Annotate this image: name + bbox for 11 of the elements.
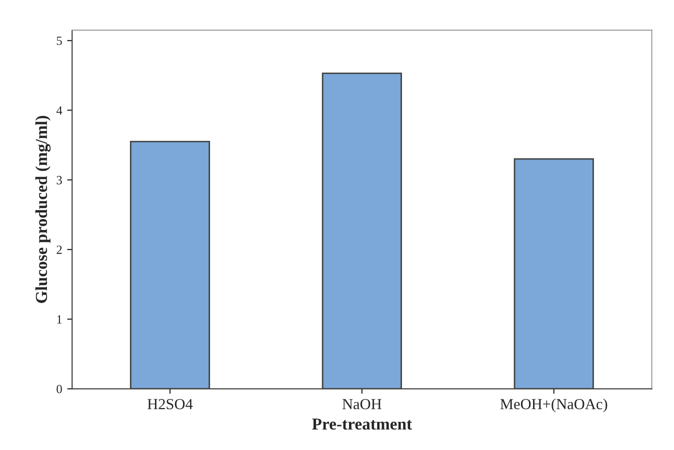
y-tick-label: 4 — [56, 106, 62, 115]
y-tick-label: 0 — [56, 384, 62, 394]
y-tick-label: 2 — [56, 246, 62, 254]
y-tick-label: 5 — [56, 36, 62, 46]
x-tick-label: NaOH — [342, 399, 382, 410]
x-tick-label: H2SO4 — [148, 399, 193, 410]
x-axis-title: Pre-treatment — [312, 418, 412, 430]
y-tick-label: 3 — [56, 176, 62, 184]
y-tick-label: 1 — [57, 315, 62, 324]
y-axis-title: Glucose produced (mg/ml) — [35, 116, 51, 303]
x-tick-label: MeOH+(NaOAc) — [500, 398, 608, 412]
